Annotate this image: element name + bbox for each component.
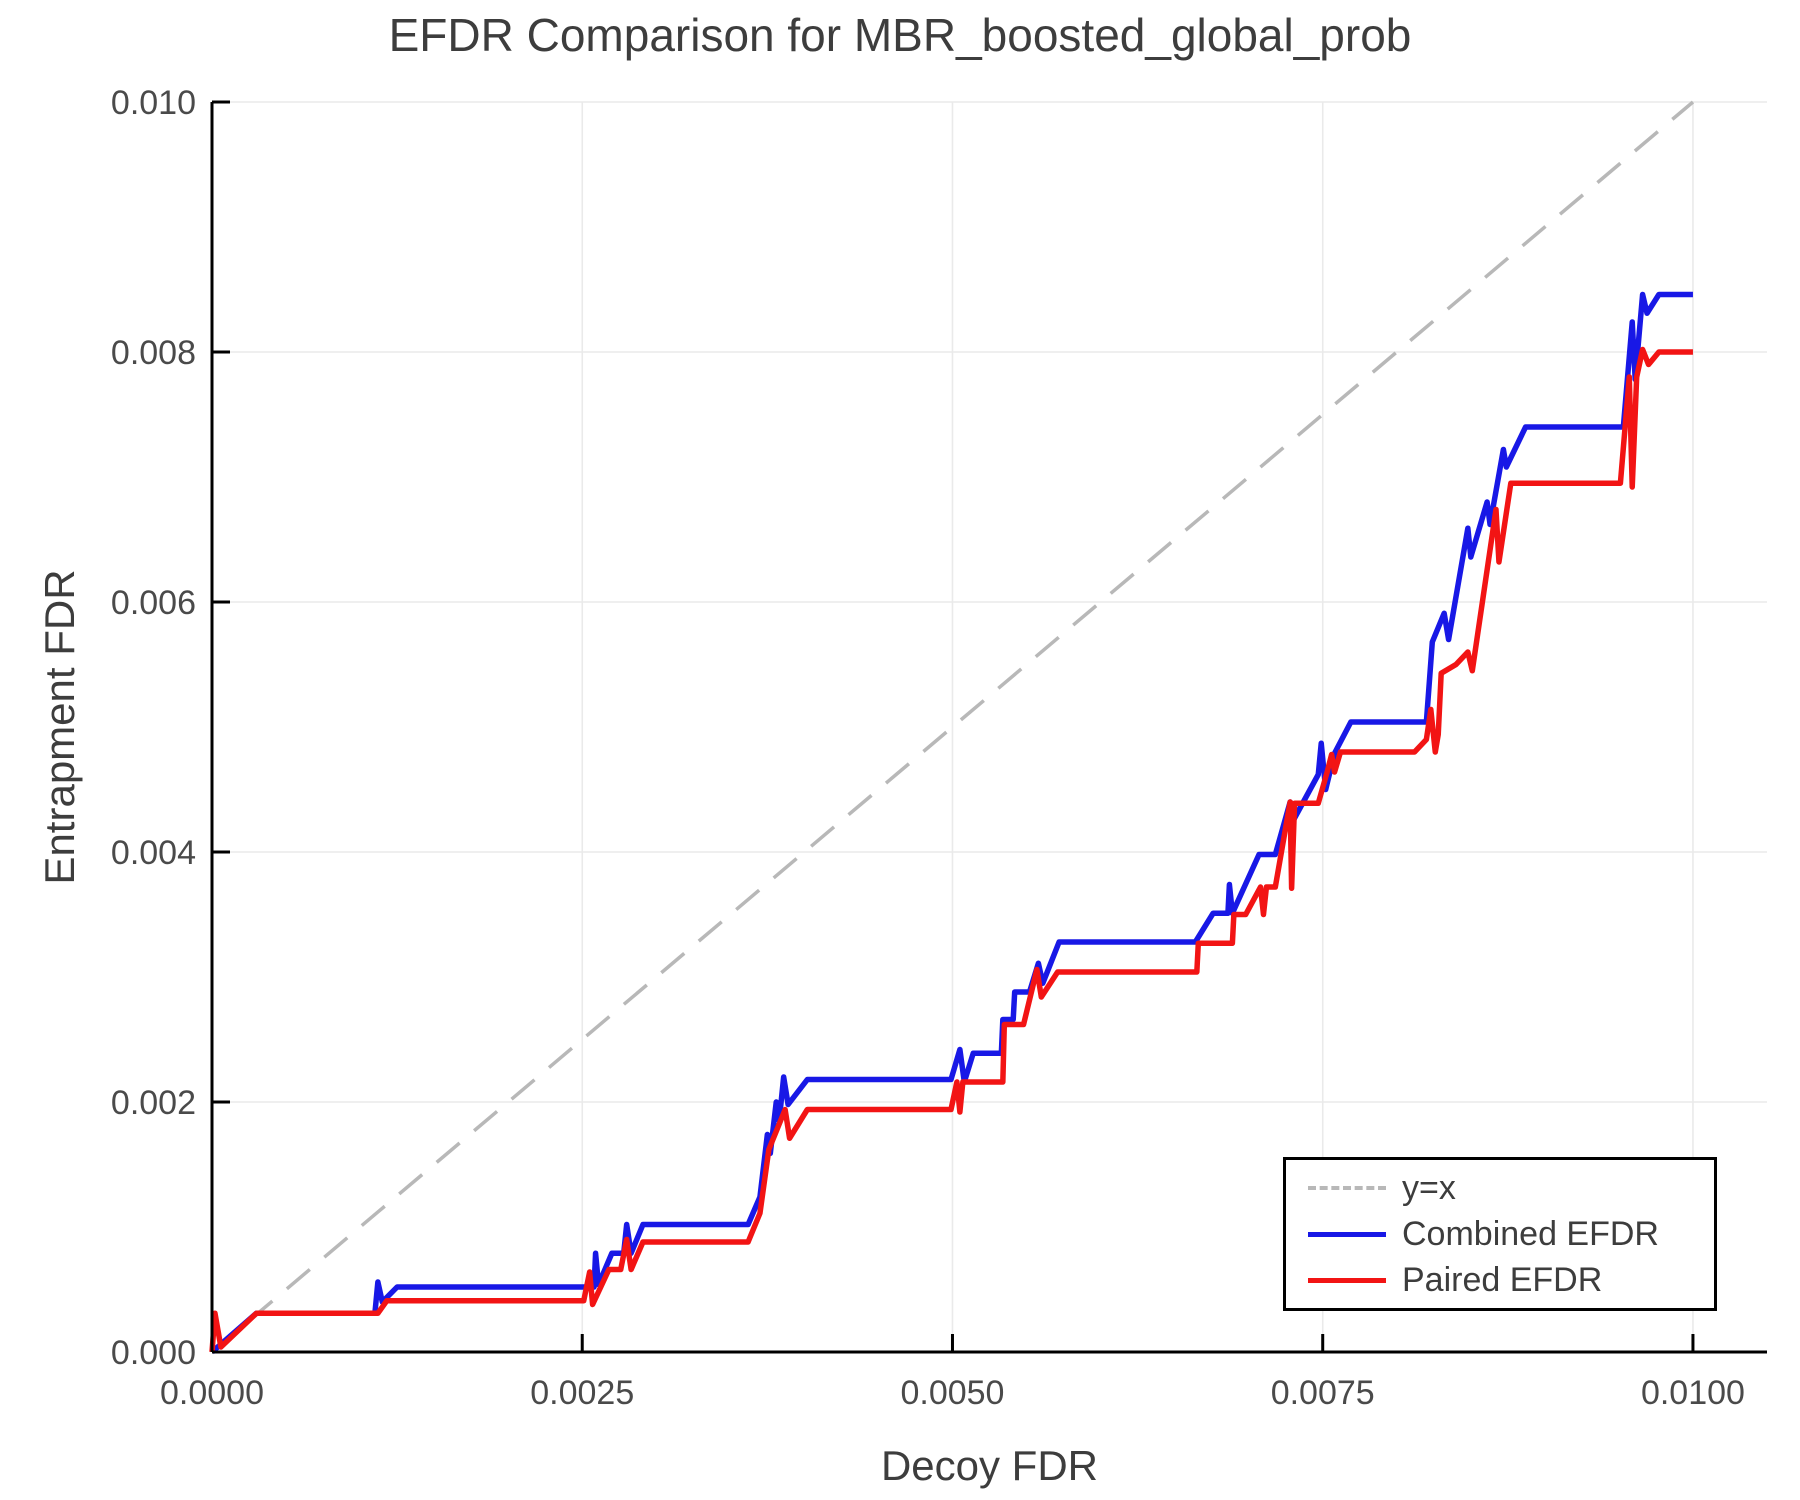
legend-label: Combined EFDR	[1402, 1215, 1659, 1253]
legend-entry-identity-line: y=x	[1308, 1168, 1714, 1208]
legend-label: Paired EFDR	[1402, 1261, 1603, 1299]
x-tick-label: 0.0050	[900, 1374, 1004, 1412]
legend-label: y=x	[1402, 1169, 1456, 1207]
y-tick-label: 0.004	[111, 834, 196, 872]
x-tick-label: 0.0025	[530, 1374, 634, 1412]
x-tick-label: 0.0100	[1641, 1374, 1745, 1412]
legend-entry-combined-efdr: Combined EFDR	[1308, 1214, 1714, 1254]
x-tick-label: 0.0075	[1271, 1374, 1375, 1412]
series-line-paired-efdr	[209, 346, 1693, 1353]
paired-efdr-swatch	[1308, 1277, 1386, 1283]
y-tick-label: 0.002	[111, 1084, 196, 1122]
legend: y=x Combined EFDR Paired EFDR	[1283, 1157, 1717, 1311]
x-axis-label: Decoy FDR	[880, 1442, 1099, 1489]
series-line-y-x	[210, 100, 1695, 1354]
y-tick-label: 0.000	[111, 1334, 196, 1372]
legend-entry-paired-efdr: Paired EFDR	[1308, 1260, 1714, 1300]
combined-efdr-swatch	[1308, 1231, 1386, 1237]
chart-title: EFDR Comparison for MBR_boosted_global_p…	[388, 9, 1412, 61]
y-tick-label: 0.010	[111, 84, 196, 122]
y-tick-label: 0.008	[111, 334, 196, 372]
identity-line-swatch	[1308, 1186, 1386, 1190]
x-tick-label: 0.0000	[160, 1374, 264, 1412]
y-tick-label: 0.006	[111, 584, 196, 622]
